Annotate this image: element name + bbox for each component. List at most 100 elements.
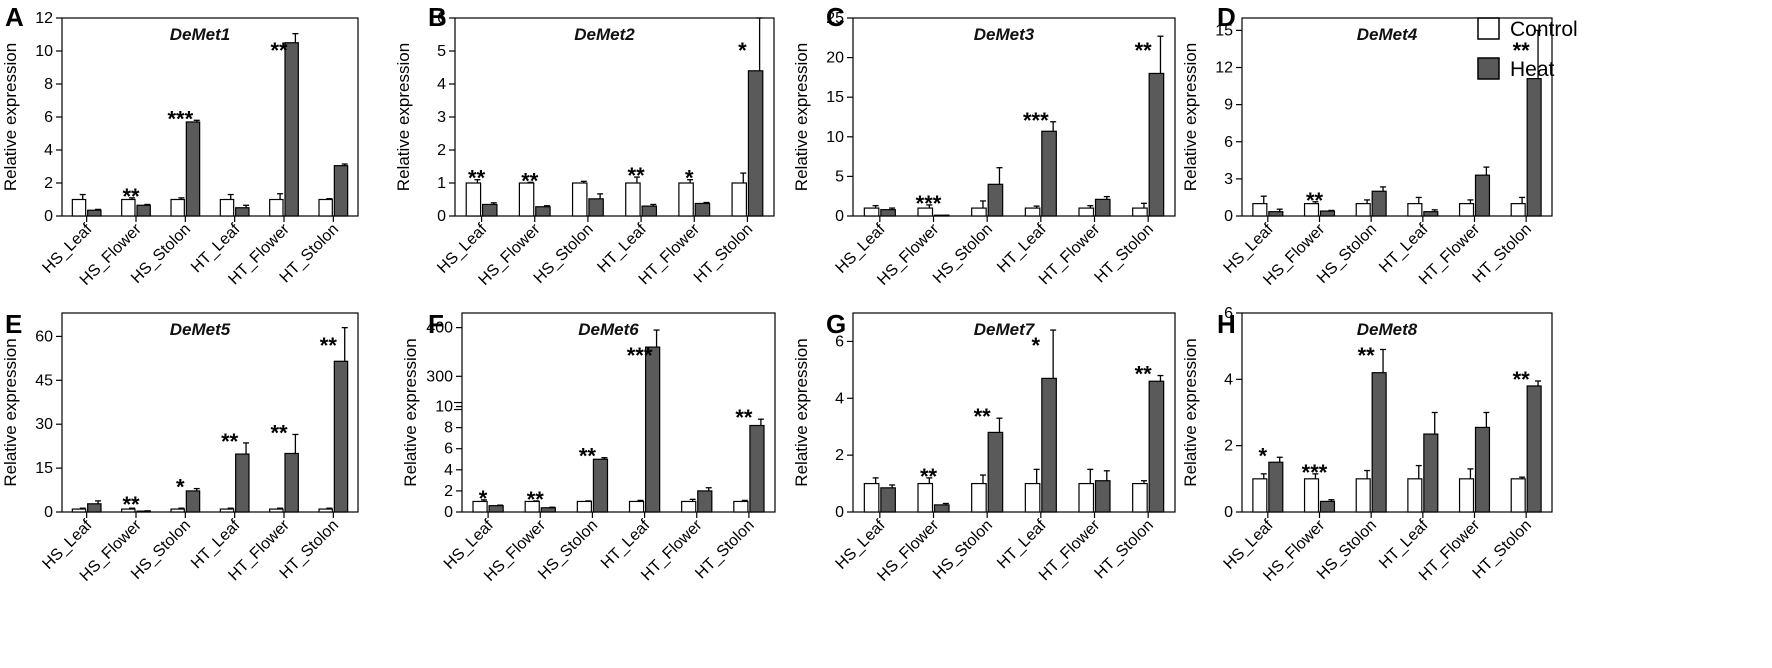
- y-tick-label: 15: [35, 460, 53, 477]
- chart-title: DeMet5: [170, 320, 231, 339]
- bar-heat-ht-leaf: [1041, 377, 1057, 513]
- y-tick-label: 0: [437, 208, 446, 225]
- bar-heat-ht-leaf: [235, 453, 250, 513]
- bar-control-hs-leaf: [71, 198, 87, 217]
- bar-heat-ht-stolon: [1148, 72, 1165, 217]
- y-tick-label: 1: [437, 175, 446, 192]
- y-axis-label: Relative expression: [792, 43, 811, 191]
- significance-label: *: [738, 38, 747, 63]
- plot-frame: [461, 312, 776, 513]
- plot-frame: [852, 17, 1176, 217]
- legend-swatch-control: [1477, 17, 1500, 40]
- y-tick-label: 60: [35, 328, 53, 345]
- legend-label-control: Control: [1510, 18, 1578, 41]
- y-tick-label: 6: [1224, 134, 1233, 151]
- bar-heat-ht-leaf: [1423, 211, 1439, 217]
- x-category-label: HT_Stolon: [1092, 221, 1157, 286]
- bar-control-hs-flower: [1303, 478, 1320, 513]
- y-axis-label: Relative expression: [394, 43, 413, 191]
- bar-heat-ht-flower: [1094, 480, 1111, 513]
- bar-control-ht-leaf: [628, 500, 645, 513]
- bar-heat-hs-stolon: [987, 431, 1004, 513]
- bar-heat-ht-leaf: [235, 207, 250, 217]
- bar-heat-hs-flower: [933, 504, 950, 513]
- bar-control-ht-stolon: [731, 182, 748, 217]
- bar-heat-ht-flower: [284, 42, 299, 217]
- significance-label: ***: [167, 106, 193, 131]
- y-tick-label: 10: [435, 399, 453, 416]
- y-tick-label: 3: [437, 109, 446, 126]
- y-tick-label: 2: [437, 142, 446, 159]
- y-tick-label: 5: [437, 43, 446, 60]
- bar-heat-hs-stolon: [592, 458, 609, 513]
- bar-heat-ht-stolon: [1526, 385, 1542, 513]
- bar-heat-ht-leaf: [1423, 433, 1439, 513]
- chart-title: DeMet7: [974, 320, 1036, 339]
- bar-control-ht-flower: [678, 182, 694, 217]
- bar-control-ht-leaf: [219, 198, 235, 217]
- bar-heat-hs-leaf: [1268, 211, 1284, 217]
- bar-control-ht-leaf: [625, 182, 641, 217]
- y-tick-label: 2: [444, 483, 453, 500]
- significance-label: **: [122, 492, 140, 517]
- significance-label: ***: [1302, 460, 1328, 485]
- significance-label: **: [527, 487, 545, 512]
- y-tick-label: 4: [835, 390, 844, 407]
- bar-control-ht-stolon: [318, 508, 333, 513]
- chart-title: DeMet4: [1357, 25, 1418, 44]
- bar-heat-hs-leaf: [87, 503, 102, 513]
- bar-control-hs-stolon: [170, 198, 185, 217]
- x-category-label: HT_Leaf: [994, 220, 1050, 276]
- y-tick-label: 0: [1224, 504, 1233, 521]
- plot-frame: [1241, 17, 1553, 217]
- significance-label: **: [320, 333, 338, 358]
- y-tick-label: 2: [44, 175, 53, 192]
- y-tick-label: 10: [35, 43, 53, 60]
- bar-control-ht-flower: [269, 508, 284, 513]
- bar-heat-ht-stolon: [333, 360, 349, 513]
- y-tick-label: 20: [826, 50, 844, 67]
- significance-label: **: [1135, 38, 1153, 63]
- bar-heat-hs-stolon: [1371, 190, 1387, 217]
- bar-control-ht-leaf: [219, 508, 235, 513]
- x-category-label: HS_Leaf: [833, 516, 889, 572]
- y-tick-label: 4: [44, 142, 53, 159]
- significance-label: ***: [627, 343, 653, 368]
- bar-control-hs-stolon: [170, 508, 185, 513]
- significance-label: **: [1513, 367, 1531, 392]
- bar-heat-ht-flower: [284, 452, 299, 513]
- significance-label: **: [579, 444, 597, 469]
- bar-control-ht-stolon: [733, 500, 749, 513]
- significance-label: **: [735, 405, 753, 430]
- significance-label: *: [1259, 443, 1268, 468]
- plot-frame: [61, 17, 359, 217]
- bar-heat-hs-flower: [1319, 500, 1336, 513]
- significance-label: **: [270, 420, 288, 445]
- panel-letter: A: [5, 2, 24, 32]
- bar-heat-hs-stolon: [185, 490, 201, 513]
- panel-letter: E: [5, 309, 22, 339]
- panel-letter: F: [428, 309, 444, 339]
- y-tick-label: 400: [426, 320, 453, 337]
- chart-panel-c: C DeMet3 Relative expression 0 5 10 15 20 25 HS_L…: [792, 2, 1176, 289]
- y-tick-label: 15: [826, 89, 844, 106]
- bar-control-hs-stolon: [971, 482, 987, 513]
- bar-heat-hs-flower: [535, 206, 551, 217]
- bar-heat-hs-leaf: [880, 209, 896, 217]
- significance-label: **: [1513, 38, 1531, 63]
- y-tick-label: 45: [35, 372, 53, 389]
- y-tick-label: 2: [835, 447, 844, 464]
- y-axis-label: Relative expression: [1181, 338, 1200, 486]
- bar-heat-ht-flower: [1474, 174, 1491, 217]
- panel-letter: C: [826, 2, 845, 32]
- bar-control-ht-leaf: [1024, 207, 1041, 217]
- significance-label: **: [122, 184, 140, 209]
- bar-control-ht-leaf: [1407, 478, 1423, 513]
- bar-control-hs-flower: [121, 508, 136, 513]
- bar-heat-hs-stolon: [987, 183, 1004, 217]
- significance-label: **: [1306, 188, 1324, 213]
- bar-control-hs-flower: [524, 500, 540, 513]
- y-tick-label: 0: [835, 504, 844, 521]
